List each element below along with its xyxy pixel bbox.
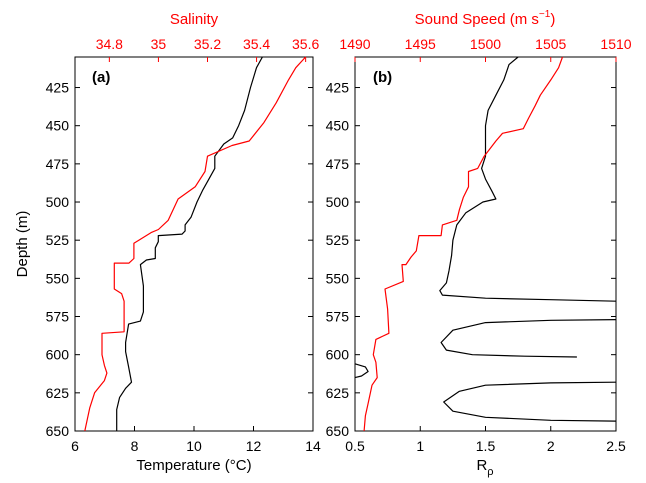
y-tick-label: 550 xyxy=(46,270,70,286)
series-line-bottom-0 xyxy=(116,56,263,431)
panel-a-frame xyxy=(74,56,314,432)
y-tick-label: 450 xyxy=(46,118,70,134)
panel-b-xlabel-top: Sound Speed (m s−1) xyxy=(415,9,556,28)
series-line-bottom-0 xyxy=(439,56,617,302)
panel-a-ylabel: Depth (m) xyxy=(14,211,31,278)
y-tick-label: 525 xyxy=(326,232,350,248)
y-tick-label: 650 xyxy=(46,423,70,439)
panel-a-lines xyxy=(84,56,307,432)
x-tick-label-bottom: 10 xyxy=(186,438,202,454)
panel-b-lines xyxy=(354,56,617,432)
x-tick-label-top: 1510 xyxy=(600,36,631,52)
panel-b-xlabel-main: R xyxy=(476,457,487,474)
panel-b-xlabel-sub: ρ xyxy=(487,466,493,478)
x-tick-label-top: 35.6 xyxy=(292,36,319,52)
y-tick-label: 625 xyxy=(326,385,350,401)
y-tick-label: 650 xyxy=(326,423,350,439)
y-tick-label: 450 xyxy=(326,118,350,134)
x-tick-label-top: 1495 xyxy=(405,36,436,52)
y-tick-label: 425 xyxy=(326,80,350,96)
y-tick-label: 525 xyxy=(46,232,70,248)
y-tick-label: 500 xyxy=(46,194,70,210)
x-tick-label-top: 1490 xyxy=(339,36,370,52)
y-tick-label: 550 xyxy=(326,270,350,286)
series-line-top-4 xyxy=(363,56,564,432)
x-tick-label-bottom: 6 xyxy=(71,438,79,454)
x-tick-label-bottom: 8 xyxy=(131,438,139,454)
x-tick-label-bottom: 1.5 xyxy=(476,438,496,454)
panel-b-xlabel-bottom: Rρ xyxy=(476,457,493,478)
series-line-top-1 xyxy=(84,56,307,432)
panel-b-xlabel-top-main: Sound Speed (m s xyxy=(415,11,539,28)
panel-b-label: (b) xyxy=(373,69,392,86)
y-tick-label: 475 xyxy=(326,156,350,172)
y-tick-label: 625 xyxy=(46,385,70,401)
x-tick-label-bottom: 0.5 xyxy=(345,438,365,454)
y-tick-label: 600 xyxy=(326,347,350,363)
panel-b-xlabel-top-end: ) xyxy=(550,11,555,28)
series-line-bottom-1 xyxy=(440,319,617,358)
x-tick-label-bottom: 1 xyxy=(416,438,424,454)
y-tick-label: 425 xyxy=(46,80,70,96)
y-tick-label: 600 xyxy=(46,347,70,363)
y-tick-label: 575 xyxy=(46,309,70,325)
panel-a-xlabel-bottom: Temperature (°C) xyxy=(136,457,251,474)
x-tick-label-top: 35 xyxy=(151,36,167,52)
panel-b-xlabel-top-sup: −1 xyxy=(539,9,551,20)
y-tick-label: 575 xyxy=(326,309,350,325)
x-tick-label-top: 35.4 xyxy=(243,36,270,52)
series-line-bottom-2 xyxy=(354,363,369,379)
panel-a-label: (a) xyxy=(92,69,110,86)
series-line-bottom-3 xyxy=(443,381,617,422)
x-tick-label-top: 1500 xyxy=(470,36,501,52)
x-tick-label-top: 1505 xyxy=(535,36,566,52)
x-tick-label-bottom: 14 xyxy=(305,438,321,454)
panel-a-xlabel-top: Salinity xyxy=(170,11,219,28)
x-tick-label-bottom: 2.5 xyxy=(606,438,626,454)
y-tick-label: 475 xyxy=(46,156,70,172)
panel-b-frame xyxy=(354,56,617,432)
x-tick-label-top: 34.8 xyxy=(96,36,123,52)
x-tick-label-bottom: 2 xyxy=(547,438,555,454)
x-tick-label-bottom: 12 xyxy=(246,438,262,454)
y-tick-label: 500 xyxy=(326,194,350,210)
x-tick-label-top: 35.2 xyxy=(194,36,221,52)
